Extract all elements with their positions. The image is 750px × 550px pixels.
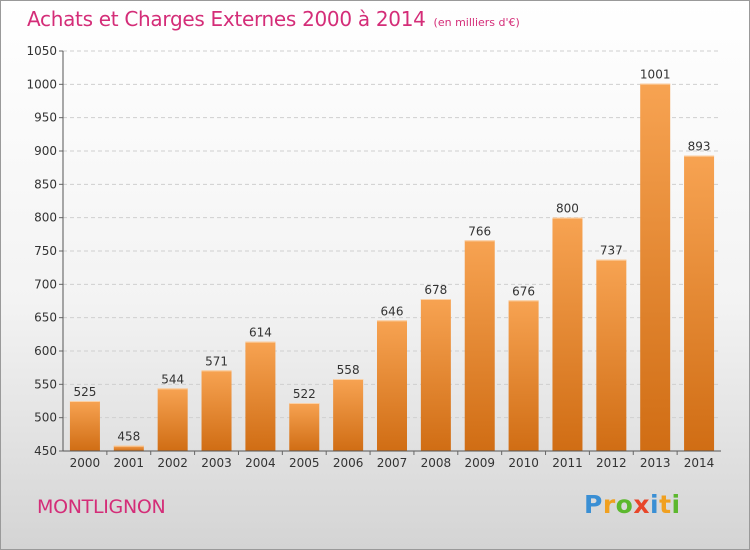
bar-2003 [201,370,232,451]
y-tick-label: 850 [34,177,57,191]
proxiti-logo[interactable]: Proxiti [584,490,681,519]
logo-letter: t [659,490,672,519]
bar-2002 [157,388,188,451]
bar-value-label: 800 [556,202,579,216]
y-tick-label: 750 [34,244,57,258]
x-tick-label: 2000 [70,456,101,470]
x-tick-label: 2004 [245,456,276,470]
x-tick-label: 2002 [157,456,188,470]
logo-letter: r [602,490,616,519]
bar-2008 [420,299,451,451]
bar-2014 [684,155,715,451]
y-tick-label: 1000 [26,77,57,91]
bar-2000 [69,401,100,451]
bar-2013 [640,83,671,452]
chart-subtitle: (en milliers d'€) [433,16,520,29]
x-tick-label: 2001 [114,456,145,470]
logo-letter: i [650,490,660,519]
bar-value-label: 1001 [640,68,671,82]
bar-value-label: 676 [512,284,535,298]
bar-2010 [508,300,539,451]
x-tick-label: 2014 [684,456,715,470]
x-tick-label: 2005 [289,456,320,470]
bar-2006 [333,379,364,451]
bar-value-label: 544 [161,372,184,386]
bar-value-label: 766 [468,224,491,238]
x-tick-label: 2012 [596,456,627,470]
x-tick-label: 2013 [640,456,671,470]
bar-2009 [464,240,495,451]
bar-value-label: 458 [117,430,140,444]
bar-2011 [552,217,583,451]
logo-letter: i [671,490,681,519]
x-tick-label: 2009 [464,456,495,470]
logo-letter: o [615,490,634,519]
title-row: Achats et Charges Externes 2000 à 2014 (e… [27,7,520,31]
bar-value-label: 522 [293,387,316,401]
x-tick-label: 2007 [377,456,408,470]
x-tick-label: 2008 [421,456,452,470]
commune-name: MONTLIGNON [37,496,166,518]
bar-value-label: 558 [337,363,360,377]
bar-2005 [289,403,320,451]
x-tick-label: 2010 [508,456,539,470]
x-tick-label: 2011 [552,456,583,470]
y-tick-label: 650 [34,311,57,325]
chart-title: Achats et Charges Externes 2000 à 2014 [27,7,426,31]
y-tick-label: 950 [34,111,57,125]
y-tick-label: 450 [34,444,57,458]
bar-value-label: 571 [205,354,228,368]
logo-letter: P [584,490,603,519]
y-tick-label: 1050 [26,44,57,58]
y-tick-label: 800 [34,211,57,225]
bar-value-label: 525 [73,385,96,399]
bar-value-label: 737 [600,244,623,258]
bar-layer: 525 458 544 571 614 522 558 646 678 766 676 800 737 1… [69,68,715,452]
y-tick-label: 900 [34,144,57,158]
bar-value-label: 614 [249,326,272,340]
y-tick-label: 700 [34,277,57,291]
bar-2004 [245,341,276,451]
bar-value-label: 893 [688,140,711,154]
bar-value-label: 646 [381,304,404,318]
logo-letter: x [633,490,650,519]
bar-value-label: 678 [424,283,447,297]
y-tick-label: 500 [34,411,57,425]
bar-2001 [113,445,144,451]
axis-layer: 450 500 550 600 650 700 750 800 850 900 950 1000 105… [26,44,721,470]
x-tick-label: 2006 [333,456,364,470]
bar-2012 [596,259,627,451]
x-tick-label: 2003 [201,456,232,470]
y-tick-label: 600 [34,344,57,358]
bar-2007 [377,320,407,451]
y-tick-label: 550 [34,377,57,391]
